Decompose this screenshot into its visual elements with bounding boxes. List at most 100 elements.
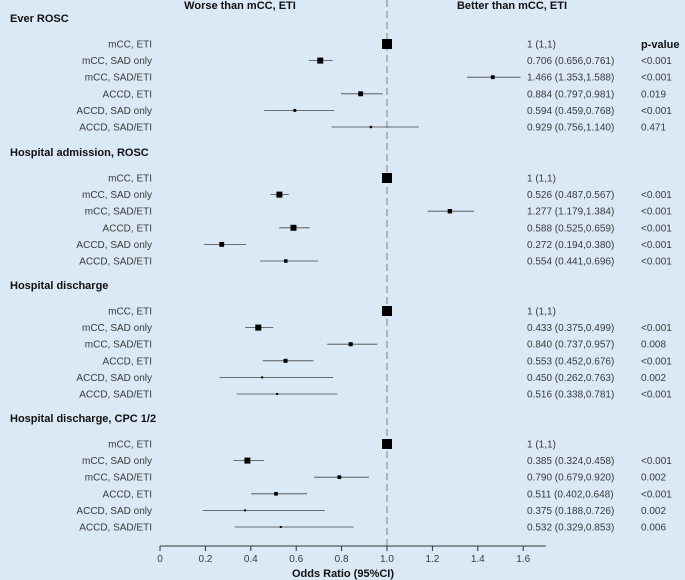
estimate-text: 0.516 (0.338,0.781) (527, 390, 614, 401)
p-value: 0.471 (641, 123, 666, 134)
row-label: ACCD, SAD only (76, 506, 152, 517)
estimate-text: 0.375 (0.188,0.726) (527, 506, 614, 517)
p-value: <0.001 (641, 190, 672, 201)
row-label: mCC, ETI (108, 307, 152, 318)
point-estimate (337, 475, 342, 480)
group-title: Hospital discharge (10, 280, 108, 292)
estimate-text: 0.450 (0.262,0.763) (527, 373, 614, 384)
point-estimate (283, 259, 288, 263)
row-label: mCC, SAD/ETI (85, 73, 152, 84)
row-label: ACCD, ETI (103, 89, 152, 100)
x-tick-label: 0.8 (335, 554, 349, 565)
header-better: Better than mCC, ETI (457, 0, 567, 12)
estimate-text: 0.840 (0.737,0.957) (527, 340, 614, 351)
x-axis-label: Odds Ratio (95%CI) (292, 568, 394, 580)
point-estimate (382, 306, 392, 316)
point-estimate (382, 39, 392, 49)
estimate-text: 0.884 (0.797,0.981) (527, 89, 614, 100)
p-value: <0.001 (641, 390, 672, 401)
estimate-text: 1 (1,1) (527, 174, 556, 185)
point-estimate (219, 241, 225, 247)
row-label: mCC, SAD only (82, 456, 152, 467)
p-value: <0.001 (641, 257, 672, 268)
point-estimate (244, 457, 251, 464)
p-value: <0.001 (641, 456, 672, 467)
estimate-text: 0.385 (0.324,0.458) (527, 456, 614, 467)
point-estimate (244, 509, 247, 512)
point-estimate (293, 108, 297, 112)
x-tick-label: 0 (157, 554, 163, 565)
estimate-text: 1 (1,1) (527, 307, 556, 318)
row-label: mCC, SAD/ETI (85, 340, 152, 351)
p-value: 0.002 (641, 506, 666, 517)
p-value: 0.019 (641, 89, 666, 100)
row-label: ACCD, ETI (103, 223, 152, 234)
point-estimate (382, 439, 392, 449)
point-estimate (369, 125, 373, 129)
row-label: ACCD, SAD only (76, 240, 152, 251)
row-label: mCC, ETI (108, 40, 152, 51)
estimate-text: 0.554 (0.441,0.696) (527, 257, 614, 268)
p-value: <0.001 (641, 56, 672, 67)
point-estimate (447, 209, 453, 214)
estimate-text: 0.706 (0.656,0.761) (527, 56, 614, 67)
x-tick-label: 1.2 (425, 554, 439, 565)
point-estimate (276, 191, 283, 198)
rows-layer: Ever ROSC mCC, ETI 1 (1,1) mCC, SAD only 0.7… (10, 13, 672, 534)
p-value: <0.001 (641, 240, 672, 251)
x-tick-label: 1.4 (471, 554, 485, 565)
pvalue-header: p-value (641, 39, 680, 51)
row-label: mCC, SAD only (82, 56, 152, 67)
point-estimate (348, 342, 353, 347)
p-value: <0.001 (641, 207, 672, 218)
row-label: mCC, ETI (108, 440, 152, 451)
estimate-text: 0.594 (0.459,0.768) (527, 106, 614, 117)
estimate-text: 0.272 (0.194,0.380) (527, 240, 614, 251)
p-value: <0.001 (641, 323, 672, 334)
estimate-text: 1 (1,1) (527, 40, 556, 51)
p-value: 0.002 (641, 473, 666, 484)
row-label: ACCD, ETI (103, 356, 152, 367)
x-axis: 0 0.2 0.4 0.6 0.8 1.0 1.2 1.4 1.6 (157, 545, 546, 565)
p-value: 0.002 (641, 373, 666, 384)
row-label: mCC, SAD only (82, 190, 152, 201)
estimate-text: 1.466 (1.353,1.588) (527, 73, 614, 84)
row-label: mCC, SAD/ETI (85, 473, 152, 484)
x-tick-label: 1.0 (380, 554, 394, 565)
point-estimate (255, 324, 262, 331)
estimate-text: 0.553 (0.452,0.676) (527, 356, 614, 367)
x-tick-label: 0.6 (289, 554, 303, 565)
point-estimate (276, 392, 279, 396)
point-estimate (490, 75, 495, 80)
estimate-text: 0.526 (0.487,0.567) (527, 190, 614, 201)
estimate-text: 0.588 (0.525,0.659) (527, 223, 614, 234)
estimate-text: 0.511 (0.402,0.648) (527, 489, 614, 500)
x-tick-label: 0.4 (244, 554, 258, 565)
estimate-text: 0.433 (0.375,0.499) (527, 323, 614, 334)
p-value: 0.006 (641, 523, 666, 534)
row-label: ACCD, ETI (103, 489, 152, 500)
p-value: <0.001 (641, 73, 672, 84)
row-label: mCC, SAD only (82, 323, 152, 334)
row-label: ACCD, SAD/ETI (79, 123, 152, 134)
estimate-text: 0.790 (0.679,0.920) (527, 473, 614, 484)
group-title: Hospital discharge, CPC 1/2 (10, 413, 156, 425)
header-worse: Worse than mCC, ETI (184, 0, 296, 12)
point-estimate (382, 173, 392, 183)
p-value: <0.001 (641, 106, 672, 117)
row-label: ACCD, SAD/ETI (79, 523, 152, 534)
group-title: Ever ROSC (10, 13, 69, 25)
point-estimate (290, 224, 297, 231)
group-title: Hospital admission, ROSC (10, 147, 149, 159)
point-estimate (317, 57, 324, 64)
point-estimate (261, 376, 264, 379)
x-tick-label: 0.2 (198, 554, 212, 565)
row-label: ACCD, SAD/ETI (79, 390, 152, 401)
p-value: <0.001 (641, 356, 672, 367)
p-value: 0.008 (641, 340, 666, 351)
row-label: mCC, SAD/ETI (85, 207, 152, 218)
row-label: ACCD, SAD only (76, 106, 152, 117)
estimate-text: 1 (1,1) (527, 440, 556, 451)
